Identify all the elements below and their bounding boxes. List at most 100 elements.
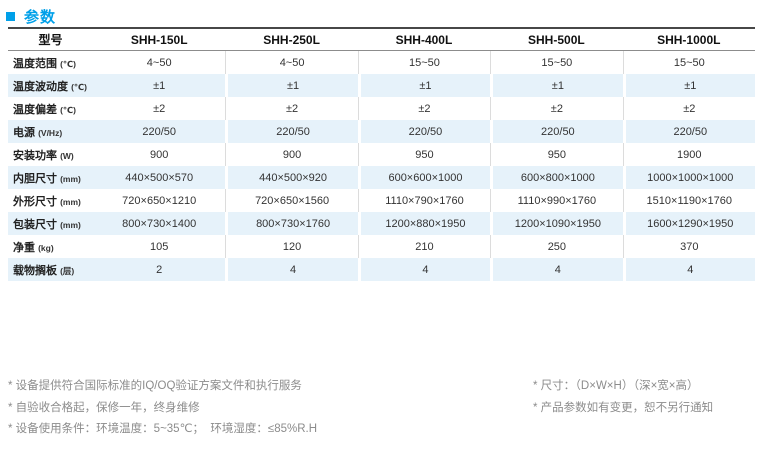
model-column-header: 型号 — [8, 27, 93, 51]
spec-value-cell: 220/50 — [225, 120, 358, 143]
table-row: 温度范围 (℃) 4~50 4~50 15~50 15~50 15~50 — [8, 51, 755, 74]
model-header: SHH-500L — [490, 27, 623, 51]
spec-value-cell: 440×500×570 — [93, 166, 226, 189]
spec-unit: (V/Hz) — [38, 127, 63, 138]
footnote: * 自验收合格起，保修一年，终身维修 — [8, 401, 200, 414]
spec-value-cell: 600×600×1000 — [357, 166, 491, 189]
section-header: 参数 — [0, 0, 762, 26]
spec-unit: (mm) — [60, 196, 81, 207]
spec-label-cell: 外形尺寸 (mm) — [8, 189, 93, 212]
spec-value-cell: 4 — [357, 258, 491, 281]
spec-value-cell: 4~50 — [225, 51, 358, 74]
model-header: SHH-1000L — [622, 27, 755, 51]
table-row: 内胆尺寸 (mm) 440×500×570 440×500×920 600×600×1… — [8, 166, 755, 189]
footnotes: * 设备提供符合国际标准的IQ/OQ验证方案文件和执行服务 * 自验收合格起，保修… — [0, 376, 762, 446]
spec-label: 温度偏差 — [13, 103, 57, 116]
notes-left: * 设备提供符合国际标准的IQ/OQ验证方案文件和执行服务 * 自验收合格起，保修… — [8, 376, 317, 441]
spec-label: 电源 — [13, 126, 35, 139]
spec-value-cell: 600×800×1000 — [490, 166, 623, 189]
spec-label-cell: 载物搁板 (层) — [8, 258, 93, 281]
spec-unit: (mm) — [60, 219, 81, 230]
spec-value-cell: 1110×990×1760 — [490, 189, 623, 212]
spec-label-cell: 电源 (V/Hz) — [8, 120, 93, 143]
spec-value-cell: 4~50 — [93, 51, 226, 74]
spec-label: 温度范围 — [13, 57, 57, 70]
spec-value-cell: 15~50 — [622, 51, 755, 74]
spec-value-cell: ±2 — [357, 97, 491, 120]
spec-value-cell: 1600×1290×1950 — [622, 212, 755, 235]
table-row: 外形尺寸 (mm) 720×650×1210 720×650×1560 1110×79… — [8, 189, 755, 212]
spec-value-cell: 2 — [93, 258, 226, 281]
model-header: SHH-400L — [357, 27, 491, 51]
spec-label-cell: 温度偏差 (℃) — [8, 97, 93, 120]
spec-label-cell: 温度范围 (℃) — [8, 51, 93, 74]
spec-value-cell: 210 — [357, 235, 491, 258]
spec-value-cell: 1510×1190×1760 — [622, 189, 755, 212]
spec-value-cell: 900 — [93, 143, 226, 166]
spec-value-cell: ±1 — [357, 74, 491, 97]
spec-label: 内胆尺寸 — [13, 172, 57, 185]
table-row: 电源 (V/Hz) 220/50 220/50 220/50 220/50 220/50 — [8, 120, 755, 143]
spec-value-cell: 720×650×1560 — [225, 189, 358, 212]
spec-value-cell: 220/50 — [490, 120, 623, 143]
spec-label: 净重 — [13, 241, 35, 254]
spec-value-cell: ±2 — [93, 97, 226, 120]
spec-value-cell: 120 — [225, 235, 358, 258]
spec-value-cell: 4 — [490, 258, 623, 281]
spec-label-cell: 包装尺寸 (mm) — [8, 212, 93, 235]
notes-right: * 尺寸：（D×W×H）（深×宽×高） * 产品参数如有变更，恕不另行通知 — [533, 376, 713, 419]
spec-label: 载物搁板 — [13, 264, 57, 277]
spec-label: 包装尺寸 — [13, 218, 57, 231]
spec-value-cell: 800×730×1400 — [93, 212, 226, 235]
table-row: 包装尺寸 (mm) 800×730×1400 800×730×1760 1200×88… — [8, 212, 755, 235]
spec-label: 外形尺寸 — [13, 195, 57, 208]
footnote: * 产品参数如有变更，恕不另行通知 — [533, 401, 714, 414]
spec-value-cell: 1200×1090×1950 — [490, 212, 623, 235]
spec-label-cell: 内胆尺寸 (mm) — [8, 166, 93, 189]
spec-unit: (℃) — [60, 58, 77, 69]
spec-value-cell: ±1 — [225, 74, 358, 97]
spec-value-cell: 800×730×1760 — [225, 212, 358, 235]
spec-value-cell: 900 — [225, 143, 358, 166]
spec-value-cell: 1200×880×1950 — [357, 212, 491, 235]
spec-value-cell: 220/50 — [93, 120, 226, 143]
footnote: * 尺寸：（D×W×H）（深×宽×高） — [533, 380, 699, 392]
model-header: SHH-150L — [93, 27, 226, 51]
spec-value-cell: ±2 — [490, 97, 623, 120]
spec-value-cell: 4 — [225, 258, 358, 281]
spec-table: 型号 SHH-150L SHH-250L SHH-400L SHH-500L SHH-1… — [8, 27, 755, 281]
spec-value-cell: ±2 — [622, 97, 755, 120]
spec-unit: (℃) — [60, 104, 77, 115]
spec-label: 安装功率 — [13, 149, 57, 162]
spec-value-cell: 370 — [622, 235, 755, 258]
section-bullet-icon — [6, 12, 15, 21]
spec-value-cell: 440×500×920 — [225, 166, 358, 189]
spec-value-cell: 250 — [490, 235, 623, 258]
spec-value-cell: ±1 — [622, 74, 755, 97]
spec-unit: (mm) — [60, 173, 81, 184]
spec-value-cell: 950 — [357, 143, 491, 166]
spec-value-cell: 720×650×1210 — [93, 189, 226, 212]
spec-value-cell: ±2 — [225, 97, 358, 120]
spec-value-cell: 220/50 — [357, 120, 491, 143]
footnote: * 设备提供符合国际标准的IQ/OQ验证方案文件和执行服务 — [8, 380, 302, 392]
spec-value-cell: 950 — [490, 143, 623, 166]
spec-label-cell: 温度波动度 (℃) — [8, 74, 93, 97]
table-row: 温度偏差 (℃) ±2 ±2 ±2 ±2 ±2 — [8, 97, 755, 120]
spec-value-cell: 1000×1000×1000 — [622, 166, 755, 189]
spec-label-cell: 净重 (kg) — [8, 235, 93, 258]
table-row: 温度波动度 (℃) ±1 ±1 ±1 ±1 ±1 — [8, 74, 755, 97]
spec-value-cell: 220/50 — [622, 120, 755, 143]
table-row: 载物搁板 (层) 2 4 4 4 4 — [8, 258, 755, 281]
table-row: 安装功率 (W) 900 900 950 950 1900 — [8, 143, 755, 166]
footnote: * 设备使用条件：环境温度：5~35℃； 环境湿度：≤85%R.H — [8, 423, 318, 435]
spec-label: 温度波动度 — [13, 80, 68, 93]
spec-value-cell: 15~50 — [490, 51, 623, 74]
spec-value-cell: ±1 — [93, 74, 226, 97]
spec-unit: (W) — [60, 150, 74, 161]
spec-value-cell: ±1 — [490, 74, 623, 97]
spec-value-cell: 105 — [93, 235, 226, 258]
spec-value-cell: 4 — [622, 258, 755, 281]
table-row: 净重 (kg) 105 120 210 250 370 — [8, 235, 755, 258]
